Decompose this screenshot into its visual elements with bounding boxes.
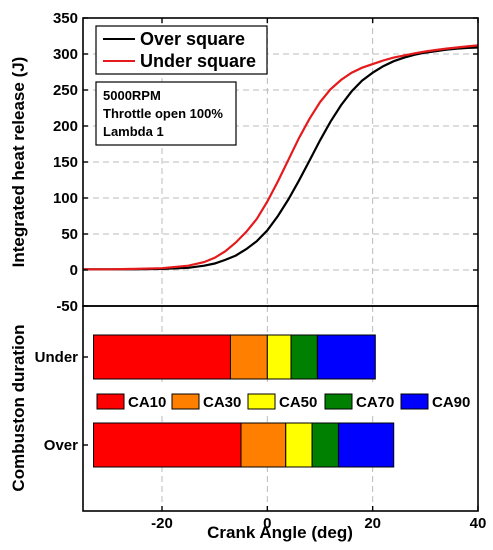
bottom-y-axis-title: Combuston duration <box>9 324 28 491</box>
bar-legend-swatch-ca50 <box>247 393 276 410</box>
y-tick-label: 0 <box>70 262 78 279</box>
line-legend-box <box>95 25 268 75</box>
condition-note: 5000RPM Throttle open 100% Lambda 1 <box>95 81 237 146</box>
bar-under-ca70 <box>290 334 318 380</box>
series-line-over-square <box>83 46 479 271</box>
x-tick-label: 0 <box>263 515 271 532</box>
bar-legend-label-ca30: CA30 <box>203 394 241 411</box>
bar-over-ca30 <box>240 422 287 468</box>
y-tick-label: 50 <box>61 226 78 243</box>
bar-over-ca10 <box>93 422 242 468</box>
bar-over-ca50 <box>285 422 313 468</box>
x-axis-title: Crank Angle (deg) <box>207 523 353 542</box>
top-y-ticks: -50 0 50 100 150 200 250 300 350 <box>53 10 479 315</box>
bar-under-ca10 <box>93 334 231 380</box>
bar-legend-swatch-ca90 <box>400 393 429 410</box>
bottom-panel-frame <box>82 305 479 512</box>
bar-over-ca70 <box>311 422 339 468</box>
condition-note-box <box>95 81 237 146</box>
y-tick-label: -50 <box>56 298 78 315</box>
y-tick-label: 200 <box>53 118 78 135</box>
bar-under-ca90 <box>316 334 376 380</box>
bar-over-ca90 <box>337 422 395 468</box>
y-tick-label: 350 <box>53 10 78 27</box>
bar-legend: CA10 CA30 CA50 CA70 CA90 <box>88 386 473 416</box>
x-tick-label: -20 <box>151 515 173 532</box>
combustion-duration-bars <box>93 334 395 468</box>
y-tick-label: 150 <box>53 154 78 171</box>
legend-label-under-square: Under square <box>140 51 256 71</box>
series-line-under-square <box>83 44 479 271</box>
category-label-over: Over <box>44 437 78 454</box>
bar-legend-label-ca10: CA10 <box>128 394 166 411</box>
y-tick-label: 300 <box>53 46 78 63</box>
bar-under-ca30 <box>229 334 268 380</box>
bar-legend-swatch-ca30 <box>171 393 200 410</box>
note-throttle: Throttle open 100% <box>103 106 223 121</box>
note-rpm: 5000RPM <box>103 88 161 103</box>
line-legend: Over square Under square <box>95 25 268 75</box>
note-lambda: Lambda 1 <box>103 124 164 139</box>
bar-under-ca50 <box>266 334 292 380</box>
bar-legend-swatch-ca10 <box>96 393 125 410</box>
top-y-axis-title: Integrated heat release (J) <box>9 57 28 268</box>
y-tick-label: 100 <box>53 190 78 207</box>
y-tick-label: 250 <box>53 82 78 99</box>
heat-release-curves <box>83 44 479 271</box>
bottom-ticks: -20 0 20 40 Under Over <box>35 349 487 532</box>
x-tick-label: 20 <box>364 515 381 532</box>
x-tick-label: 40 <box>470 515 487 532</box>
category-label-under: Under <box>35 349 79 366</box>
bar-legend-label-ca90: CA90 <box>432 394 470 411</box>
bar-legend-swatch-ca70 <box>324 393 353 410</box>
bar-legend-label-ca70: CA70 <box>356 394 394 411</box>
legend-label-over-square: Over square <box>140 29 245 49</box>
bar-legend-label-ca50: CA50 <box>279 394 317 411</box>
